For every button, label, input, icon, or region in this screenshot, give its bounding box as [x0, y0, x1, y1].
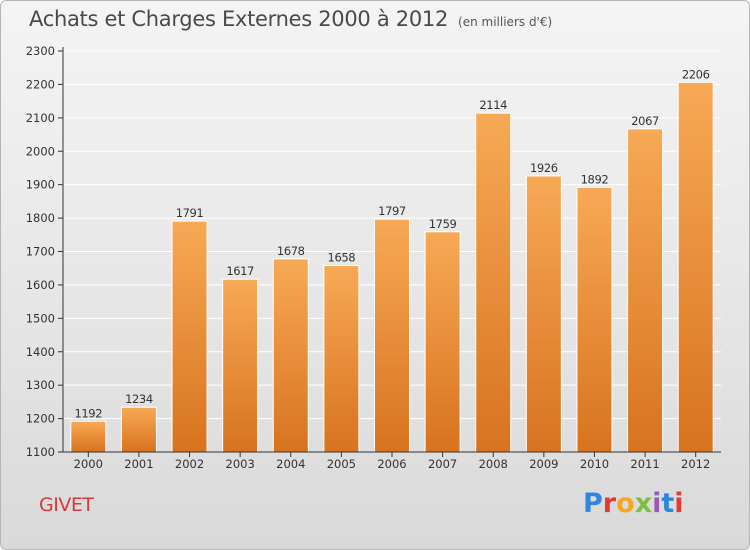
x-tick-label: 2003	[226, 457, 255, 471]
data-label: 2067	[631, 114, 659, 128]
logo-letter: t	[661, 488, 675, 519]
data-label: 2114	[479, 98, 507, 112]
y-tick-label: 1200	[26, 412, 55, 426]
bars	[70, 81, 714, 453]
x-tick-label: 2010	[580, 457, 609, 471]
bar-2009	[525, 175, 562, 453]
y-tick-label: 2000	[26, 144, 55, 158]
y-tick-label: 2300	[26, 44, 55, 58]
logo-letter: r	[602, 488, 617, 519]
logo-letter: P	[583, 488, 603, 519]
x-tick-label: 2002	[175, 457, 204, 471]
data-label: 1617	[226, 264, 254, 278]
data-labels: 1192 1234 1791 1617 1678 1658 1797 1759 2114 1926…	[74, 67, 710, 420]
y-tick-label: 1900	[26, 178, 55, 192]
y-tick-label: 1100	[26, 445, 55, 459]
y-tick-label: 2200	[26, 77, 55, 91]
data-label: 1192	[74, 406, 102, 420]
y-tick-label: 2100	[26, 111, 55, 125]
x-tick-label: 2008	[479, 457, 508, 471]
bar-2002	[171, 220, 208, 453]
data-label: 2206	[682, 67, 710, 81]
logo-letter: i	[674, 488, 684, 519]
x-tick-label: 2001	[124, 457, 153, 471]
bar-2005	[323, 265, 360, 453]
data-label: 1892	[581, 172, 609, 186]
bar-2007	[424, 231, 461, 453]
data-label: 1926	[530, 161, 558, 175]
proxiti-logo[interactable]: Proxiti	[583, 488, 684, 519]
x-tick-label: 2011	[630, 457, 659, 471]
data-label: 1678	[277, 244, 305, 258]
y-tick-label: 1300	[26, 378, 55, 392]
data-label: 1791	[176, 206, 204, 220]
chart-unit: (en milliers d'€)	[458, 15, 553, 29]
bar-2006	[374, 218, 410, 453]
x-tick-label: 2006	[377, 457, 406, 471]
data-label: 1759	[429, 217, 457, 231]
chart-title: Achats et Charges Externes 2000 à 2012 (e…	[29, 7, 552, 31]
x-tick-label: 2007	[428, 457, 457, 471]
bar-chart: 1192 1234 1791 1617 1678 1658 1797 1759 2114 1926…	[26, 44, 721, 471]
logo-letter: o	[616, 488, 635, 519]
x-tick-label: 2009	[529, 457, 558, 471]
logo-letter: x	[634, 488, 653, 519]
bar-2011	[627, 128, 664, 453]
bar-2000	[70, 420, 107, 453]
data-label: 1797	[378, 204, 406, 218]
y-tick-label: 1600	[26, 278, 55, 292]
x-tick-label: 2005	[327, 457, 356, 471]
bar-2003	[222, 278, 259, 453]
x-tick-label: 2012	[681, 457, 710, 471]
y-tick-label: 1700	[26, 245, 55, 259]
y-tick-label: 1800	[26, 211, 55, 225]
chart-title-text: Achats et Charges Externes 2000 à 2012	[29, 7, 449, 31]
axes: 1100 1200 1300 1400 1500 1600 1700 1800 1900 2000…	[26, 44, 721, 471]
town-name: GIVET	[39, 494, 94, 516]
bar-2008	[475, 112, 512, 453]
x-tick-label: 2000	[74, 457, 103, 471]
bar-2012	[677, 81, 714, 453]
data-label: 1658	[328, 251, 356, 265]
logo-letter: i	[652, 488, 662, 519]
data-label: 1234	[125, 392, 153, 406]
x-tick-label: 2004	[276, 457, 305, 471]
bar-2001	[120, 406, 157, 453]
y-tick-label: 1500	[26, 311, 55, 325]
y-tick-label: 1400	[26, 345, 55, 359]
bar-2004	[272, 258, 309, 453]
bar-2010	[576, 186, 613, 453]
